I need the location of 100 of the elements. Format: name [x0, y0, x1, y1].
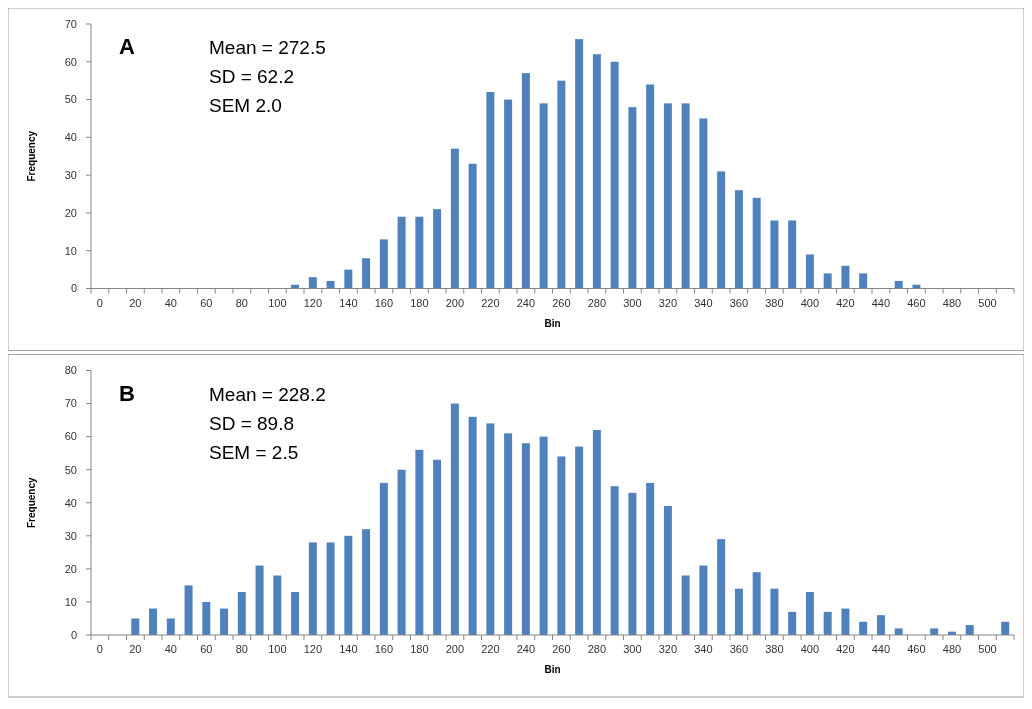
annotation: Mean = 228.2	[209, 383, 326, 405]
bar	[805, 254, 814, 289]
bar	[805, 592, 814, 635]
bar	[468, 163, 477, 289]
y-tick-label: 0	[70, 282, 77, 295]
x-tick-label: 20	[129, 643, 142, 655]
y-axis-title: Frequency	[26, 130, 37, 182]
bar	[646, 84, 655, 289]
x-tick-label: 200	[445, 296, 465, 309]
bar	[539, 103, 548, 289]
bar	[539, 436, 548, 635]
x-tick-label: 80	[235, 296, 248, 309]
x-axis-title: Bin	[544, 317, 561, 329]
bar	[575, 446, 584, 635]
bar	[610, 61, 619, 289]
bar	[610, 486, 619, 635]
bar	[521, 73, 530, 289]
x-tick-label: 320	[658, 643, 678, 655]
x-tick-label: 280	[587, 643, 607, 655]
bar	[788, 611, 797, 635]
x-tick-label: 260	[552, 296, 571, 309]
x-tick-label: 260	[552, 643, 571, 655]
y-tick-label: 10	[64, 244, 77, 257]
bar	[326, 542, 335, 635]
bar	[734, 588, 743, 635]
bar	[965, 625, 974, 635]
bar	[752, 197, 761, 289]
bar	[663, 506, 672, 635]
annotation: Mean = 272.5	[209, 37, 326, 58]
bar	[717, 539, 726, 635]
y-tick-label: 60	[64, 430, 77, 443]
x-axis-title: Bin	[544, 664, 561, 675]
bar	[468, 416, 477, 635]
y-tick-label: 70	[64, 17, 77, 30]
x-tick-label: 440	[871, 296, 891, 309]
x-tick-label: 100	[268, 643, 287, 655]
bar	[202, 601, 211, 635]
bar	[841, 608, 850, 635]
bar	[646, 482, 655, 635]
x-tick-label: 480	[942, 643, 962, 655]
bar	[770, 220, 779, 289]
x-tick-label: 440	[871, 643, 891, 655]
bar	[415, 216, 424, 289]
bar	[734, 190, 743, 289]
x-tick-label: 160	[374, 643, 394, 655]
bar	[433, 209, 442, 289]
bar	[415, 449, 424, 635]
x-tick-label: 140	[339, 296, 358, 309]
bar	[237, 592, 246, 635]
bar	[433, 459, 442, 635]
x-tick-label: 380	[765, 643, 784, 655]
bar	[255, 565, 264, 635]
y-tick-label: 40	[64, 131, 77, 144]
bar	[699, 565, 708, 635]
x-tick-label: 300	[623, 296, 642, 309]
x-tick-label: 180	[410, 296, 429, 309]
x-tick-label: 80	[235, 643, 248, 655]
x-tick-label: 340	[694, 643, 713, 655]
y-tick-label: 50	[64, 463, 77, 476]
bar	[504, 99, 513, 289]
annotation: SEM = 2.5	[209, 441, 299, 463]
y-tick-label: 70	[64, 397, 77, 410]
bar	[149, 608, 158, 635]
x-tick-label: 100	[268, 296, 287, 309]
x-tick-label: 460	[907, 643, 926, 655]
bar	[291, 592, 300, 635]
bar	[1001, 621, 1010, 635]
y-tick-label: 30	[64, 529, 77, 542]
y-tick-label: 80	[64, 364, 77, 377]
bar	[663, 103, 672, 289]
x-tick-label: 20	[129, 296, 142, 309]
bar	[344, 269, 353, 289]
bar	[717, 171, 726, 289]
x-tick-label: 280	[587, 296, 607, 309]
y-tick-label: 20	[64, 562, 77, 575]
x-tick-label: 320	[658, 296, 678, 309]
y-tick-label: 0	[70, 628, 77, 641]
bar	[521, 443, 530, 635]
annotation: SD = 89.8	[209, 412, 295, 434]
x-tick-label: 0	[96, 296, 103, 309]
bar	[823, 273, 832, 289]
x-tick-label: 40	[164, 643, 177, 655]
y-tick-label: 60	[64, 55, 77, 68]
x-tick-label: 340	[694, 296, 713, 309]
x-tick-label: 120	[303, 643, 323, 655]
bar	[397, 216, 406, 289]
annotation: SEM 2.0	[209, 95, 282, 116]
bar	[362, 529, 371, 635]
bar	[344, 535, 353, 635]
bar	[859, 621, 868, 635]
bar	[220, 608, 229, 635]
bar	[823, 611, 832, 635]
bar	[273, 575, 282, 635]
annotation: SD = 62.2	[209, 66, 295, 87]
bar	[379, 482, 388, 635]
bar	[894, 280, 903, 289]
bar	[894, 628, 903, 635]
x-tick-label: 120	[303, 296, 323, 309]
bar	[770, 588, 779, 635]
x-tick-label: 500	[978, 296, 997, 309]
